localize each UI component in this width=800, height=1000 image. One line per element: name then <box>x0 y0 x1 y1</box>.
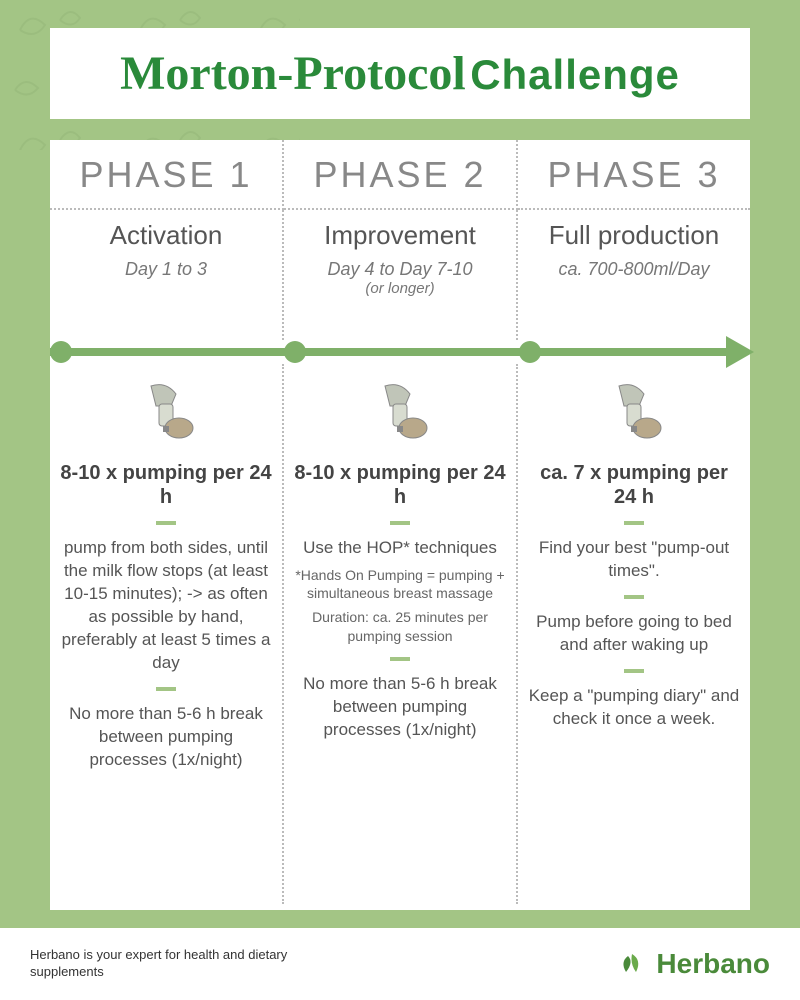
timeline <box>50 340 754 364</box>
note-2-1: Duration: ca. 25 minutes per pumping ses… <box>294 608 506 644</box>
footer: Herbano is your expert for health and di… <box>0 928 800 1000</box>
timeline-dot-3 <box>519 341 541 363</box>
phase-days-2: Day 4 to Day 7-10 <box>292 259 508 280</box>
content-row: 8-10 x pumping per 24 h pump from both s… <box>50 364 750 904</box>
phase-days-note-2: (or longer) <box>292 280 508 297</box>
detail-2-0: Use the HOP* techniques <box>294 537 506 560</box>
divider-dash <box>156 521 176 525</box>
detail-1-0: pump from both sides, until the milk flo… <box>60 537 272 675</box>
detail-1-1: No more than 5-6 h break between pumping… <box>60 703 272 772</box>
phase-days-3: ca. 700-800ml/Day <box>526 259 742 280</box>
detail-3-1: Pump before going to bed and after wakin… <box>528 611 740 657</box>
phase-days-1: Day 1 to 3 <box>58 259 274 280</box>
footer-tagline: Herbano is your expert for health and di… <box>30 947 290 981</box>
phase-header-2: PHASE 2 <box>284 140 518 210</box>
frequency-3: ca. 7 x pumping per 24 h <box>528 461 740 509</box>
title-bold: Challenge <box>470 51 680 98</box>
detail-3-0: Find your best "pump-out times". <box>528 537 740 583</box>
phase-header-1: PHASE 1 <box>50 140 284 210</box>
divider-dash <box>390 657 410 661</box>
timeline-arrow-icon <box>726 336 754 368</box>
subtitle-cell-1: Activation Day 1 to 3 <box>50 210 284 340</box>
timeline-bar <box>50 348 730 356</box>
breast-pump-icon <box>365 376 435 446</box>
timeline-dot-1 <box>50 341 72 363</box>
detail-2-1: No more than 5-6 h break between pumping… <box>294 673 506 742</box>
phase-name-3: Full production <box>526 220 742 251</box>
brand-name: Herbano <box>656 948 770 980</box>
divider-dash <box>156 687 176 691</box>
divider-dash <box>390 521 410 525</box>
subtitles-row: Activation Day 1 to 3 Improvement Day 4 … <box>50 210 750 340</box>
timeline-dot-2 <box>284 341 306 363</box>
divider-dash <box>624 521 644 525</box>
breast-pump-icon <box>599 376 669 446</box>
leaf-logo-icon <box>616 950 650 978</box>
phase-name-1: Activation <box>58 220 274 251</box>
phase-header-3: PHASE 3 <box>518 140 750 210</box>
breast-pump-icon <box>131 376 201 446</box>
note-2-0: *Hands On Pumping = pumping + simultaneo… <box>294 566 506 602</box>
title-script: Morton-Protocol <box>120 47 466 100</box>
phase-headers-row: PHASE 1 PHASE 2 PHASE 3 <box>50 140 750 210</box>
brand-logo: Herbano <box>616 948 770 980</box>
title-card: Morton-Protocol Challenge <box>50 28 750 119</box>
frequency-1: 8-10 x pumping per 24 h <box>60 461 272 509</box>
divider-dash <box>624 669 644 673</box>
content-cell-2: 8-10 x pumping per 24 h Use the HOP* tec… <box>284 364 518 904</box>
divider-dash <box>624 595 644 599</box>
frequency-2: 8-10 x pumping per 24 h <box>294 461 506 509</box>
content-cell-1: 8-10 x pumping per 24 h pump from both s… <box>50 364 284 904</box>
subtitle-cell-2: Improvement Day 4 to Day 7-10 (or longer… <box>284 210 518 340</box>
phase-name-2: Improvement <box>292 220 508 251</box>
detail-3-2: Keep a "pumping diary" and check it once… <box>528 685 740 731</box>
content-cell-3: ca. 7 x pumping per 24 h Find your best … <box>518 364 750 904</box>
subtitle-cell-3: Full production ca. 700-800ml/Day <box>518 210 750 340</box>
main-card: PHASE 1 PHASE 2 PHASE 3 Activation Day 1… <box>50 140 750 910</box>
